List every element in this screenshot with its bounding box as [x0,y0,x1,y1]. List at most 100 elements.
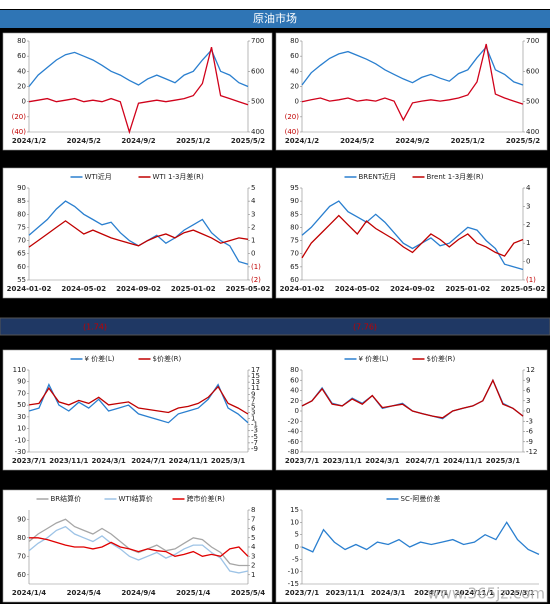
x-tick-label: 2025/3/1 [500,589,534,597]
x-tick-label: 2025-05-02 [226,285,271,293]
x-tick-label: 2025/3/1 [486,457,520,465]
y-tick-label: 20 [17,83,26,91]
y2-tick-label: 2 [251,223,255,231]
band-value: (7.76) [353,323,377,332]
x-tick-label: 2024-05-02 [61,285,106,293]
y-tick-label: 65 [290,263,299,271]
legend-label: $价差(R) [427,354,456,363]
y-tick-label: 70 [17,237,26,245]
series-line [28,46,249,135]
x-tick-label: 2024/7/1 [414,589,448,597]
y2-tick-label: 8 [251,506,255,514]
y2-tick-label: -3 [251,427,258,435]
y2-tick-label: 9 [526,376,530,384]
x-tick-label: 2024-09-02 [116,285,161,293]
legend-label: Brent 1-3月差(R) [427,172,484,181]
legend-label: WTI 1-3月差(R) [153,172,205,181]
x-tick-label: 2025-05-02 [501,285,546,293]
y2-tick-label: 600 [526,67,539,75]
y-tick-label: -60 [288,438,299,446]
y-tick-label: 80 [17,210,26,218]
panel [2,32,273,151]
series-line [301,43,524,122]
y2-tick-label: 0 [251,250,255,258]
y2-tick-label: 12 [526,366,535,374]
y-tick-label: 80 [290,366,299,374]
x-tick-label: 2025/1/2 [176,137,210,145]
x-tick-label: 2024-01-02 [280,285,325,293]
y-tick-label: 50 [17,401,26,409]
y-tick-label: 60 [17,571,26,579]
y-tick-label: 10 [290,518,299,526]
x-tick-label: 2024/1/2 [285,137,319,145]
y-tick-label: 65 [17,250,26,258]
band-value: (1.74) [83,323,107,332]
y2-tick-label: 11 [251,384,260,392]
x-tick-label: 2024/5/4 [67,589,101,597]
y-tick-label: -10 [288,568,299,576]
y2-tick-label: 17 [251,366,260,374]
y2-tick-label: -9 [526,438,533,446]
y2-tick-label: 6 [251,525,256,533]
y2-tick-label: 9 [251,390,255,398]
watermark: www.365jz.com [427,585,545,603]
top-strip [0,0,550,9]
x-tick-label: 2024/7/1 [131,457,165,465]
x-tick-label: 2025-01-02 [171,285,216,293]
y-tick-label: -40 [288,428,299,436]
x-tick-label: 2025/1/2 [451,137,485,145]
y-tick-label: 75 [290,237,299,245]
y-tick-label: 70 [290,250,299,258]
x-tick-label: 2024/11/1 [169,457,208,465]
y2-tick-label: 600 [251,67,264,75]
y2-tick-label: 15 [251,372,260,380]
y-tick-label: 60 [290,52,299,60]
y-tick-label: 60 [17,263,26,271]
y2-tick-label: (1) [251,263,261,271]
x-tick-label: 2024/3/1 [91,457,125,465]
y-tick-label: 90 [17,378,26,386]
y2-tick-label: 3 [526,397,530,405]
y-tick-label: 20 [290,397,299,405]
x-tick-label: 2025/5/2 [231,137,265,145]
y2-tick-label: 3 [251,409,255,417]
y-tick-label: -5 [292,555,299,563]
x-tick-label: 2023/11/1 [325,589,364,597]
y2-tick-label: 7 [251,396,255,404]
panel [275,167,548,299]
y-tick-label: 0 [295,98,299,106]
y-tick-label: 85 [290,210,299,218]
x-tick-label: 2024-09-02 [390,285,435,293]
series-line [28,525,249,574]
y-tick-label: 80 [17,534,26,542]
x-tick-label: 2023/11/1 [323,457,362,465]
y-tick-label: 70 [17,552,26,560]
y-tick-label: 40 [17,67,26,75]
y2-tick-label: -3 [526,417,533,425]
y2-tick-label: 3 [526,202,530,210]
y-tick-label: (20) [12,113,27,121]
y2-tick-label: 13 [251,378,260,386]
x-tick-label: 2024/5/2 [340,137,374,145]
y2-tick-label: 700 [251,37,264,45]
y-tick-label: 95 [290,184,299,192]
y-tick-label: 0 [295,543,299,551]
y-tick-label: 5 [295,531,299,539]
title-bar [0,10,550,28]
panel [275,32,548,151]
y-tick-label: -15 [288,580,299,588]
y-tick-label: 40 [290,387,299,395]
y2-tick-label: 5 [251,184,255,192]
x-tick-label: 2024/11/1 [455,589,494,597]
x-tick-label: 2024/3/1 [365,457,399,465]
x-tick-label: 2024/3/1 [371,589,405,597]
x-tick-label: 2024/1/4 [12,589,46,597]
y2-tick-label: 500 [251,98,264,106]
y2-tick-label: 1 [251,237,255,245]
y-tick-label: (40) [12,128,27,136]
y-tick-label: 80 [290,223,299,231]
y-tick-label: -10 [15,436,26,444]
legend-label: WTI结算价 [119,494,153,503]
y2-tick-label: 1 [526,239,530,247]
y-tick-label: 20 [290,83,299,91]
